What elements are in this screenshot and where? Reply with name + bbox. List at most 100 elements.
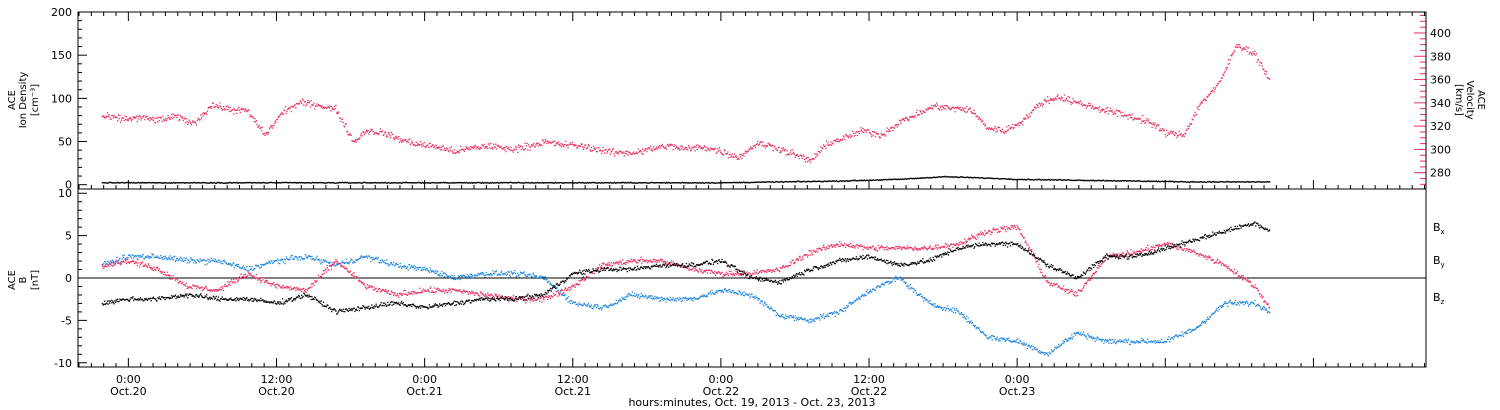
by-point bbox=[645, 295, 647, 297]
velocity-point bbox=[492, 143, 495, 145]
by-point bbox=[1163, 340, 1166, 342]
ion-density-point bbox=[620, 182, 622, 184]
ion-density-point bbox=[533, 182, 536, 184]
ion-density-point bbox=[1086, 179, 1088, 182]
ion-density-point bbox=[796, 181, 798, 183]
ion-density-point bbox=[945, 176, 947, 178]
bz-point bbox=[188, 286, 190, 288]
ion-density-point bbox=[1200, 181, 1202, 183]
by-point bbox=[1188, 328, 1190, 330]
by-point bbox=[1205, 320, 1207, 322]
velocity-point bbox=[901, 119, 903, 121]
ion-density-point bbox=[923, 177, 926, 179]
ion-density-point bbox=[979, 177, 981, 179]
by-point bbox=[1042, 352, 1044, 354]
ion-density-point bbox=[952, 176, 954, 179]
by-point bbox=[766, 303, 768, 306]
velocity-point bbox=[1082, 105, 1084, 107]
velocity-point bbox=[681, 146, 683, 148]
by-point bbox=[1084, 333, 1086, 336]
velocity-point bbox=[1233, 51, 1235, 53]
ion-density-point bbox=[863, 179, 866, 181]
by-point bbox=[801, 317, 803, 320]
velocity-point bbox=[1168, 133, 1171, 135]
velocity-point bbox=[1104, 111, 1107, 113]
by-point bbox=[548, 280, 550, 283]
by-point bbox=[192, 262, 195, 264]
ion-density-point bbox=[1029, 179, 1032, 181]
by-point bbox=[657, 297, 659, 299]
bz-point bbox=[293, 286, 295, 289]
ion-density-point bbox=[800, 180, 803, 183]
ion-density-point bbox=[462, 182, 465, 184]
ion-density-point bbox=[223, 182, 225, 184]
ion-density-point bbox=[637, 182, 639, 184]
velocity-point bbox=[265, 132, 267, 134]
velocity-point bbox=[1238, 46, 1240, 48]
by-point bbox=[345, 258, 347, 260]
ion-density-point bbox=[347, 181, 349, 184]
velocity-point bbox=[861, 131, 863, 133]
ion-density-point bbox=[613, 181, 616, 183]
ion-density-point bbox=[1242, 181, 1244, 183]
by-point bbox=[362, 257, 364, 259]
bz-point bbox=[155, 267, 158, 269]
by-point bbox=[1025, 343, 1028, 345]
by-point bbox=[203, 259, 205, 261]
velocity-point bbox=[844, 138, 846, 141]
ion-density-point bbox=[864, 180, 866, 182]
by-point bbox=[529, 277, 531, 279]
velocity-point bbox=[829, 144, 831, 146]
ion-density-point bbox=[1153, 180, 1156, 182]
ion-density-point bbox=[977, 177, 980, 179]
ion-density-point bbox=[235, 182, 237, 184]
by-point bbox=[682, 299, 684, 302]
bz-point bbox=[259, 279, 261, 281]
velocity-point bbox=[363, 131, 365, 133]
by-point bbox=[749, 297, 751, 299]
velocity-point bbox=[165, 119, 167, 121]
ion-density-point bbox=[1130, 180, 1132, 182]
velocity-point bbox=[370, 128, 372, 130]
by-point bbox=[417, 268, 420, 271]
velocity-point bbox=[540, 144, 542, 146]
ion-density-point bbox=[1132, 180, 1134, 182]
velocity-point bbox=[1218, 81, 1220, 83]
ion-density-point bbox=[997, 177, 999, 180]
by-point bbox=[1217, 310, 1219, 312]
by-point bbox=[1149, 340, 1152, 343]
by-point bbox=[192, 258, 194, 261]
ion-density-point bbox=[426, 182, 429, 184]
ion-density-point bbox=[1122, 180, 1124, 182]
ion-density-point bbox=[592, 181, 594, 184]
by-point bbox=[617, 301, 619, 304]
by-point bbox=[841, 309, 843, 312]
by-point bbox=[917, 294, 919, 296]
by-point bbox=[487, 273, 490, 276]
velocity-point bbox=[744, 152, 746, 154]
by-point bbox=[1226, 302, 1228, 305]
ion-density-point bbox=[1258, 181, 1260, 183]
by-point bbox=[681, 297, 683, 300]
by-point bbox=[190, 257, 192, 259]
ion-density-point bbox=[583, 182, 585, 184]
velocity-point bbox=[439, 149, 441, 151]
velocity-point bbox=[592, 145, 595, 147]
by-point bbox=[917, 294, 920, 296]
velocity-point bbox=[1059, 99, 1061, 101]
by-point bbox=[1006, 337, 1008, 340]
by-point bbox=[1095, 339, 1098, 341]
by-point bbox=[1087, 334, 1090, 337]
bz-point bbox=[387, 289, 390, 292]
ion-density-point bbox=[871, 179, 874, 181]
velocity-point bbox=[622, 152, 624, 154]
by-point bbox=[532, 272, 534, 274]
bz-point bbox=[220, 289, 222, 291]
ion-density-point bbox=[1064, 179, 1066, 181]
velocity-point bbox=[584, 144, 586, 147]
velocity-point bbox=[302, 99, 304, 101]
bz-point bbox=[383, 289, 385, 292]
by-point bbox=[138, 256, 141, 258]
velocity-point bbox=[982, 120, 984, 123]
by-point bbox=[317, 259, 319, 261]
